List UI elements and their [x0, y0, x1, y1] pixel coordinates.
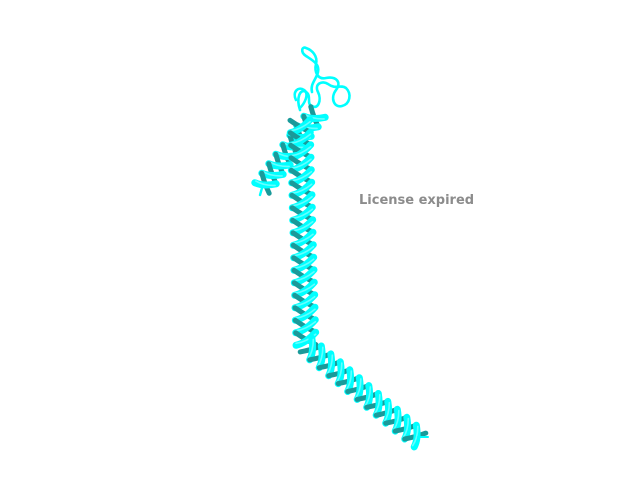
helix-long-upper-turn-highlight	[294, 308, 316, 320]
helix-long-upper-turn-highlight	[293, 283, 316, 295]
helix-long-upper	[286, 116, 320, 349]
helix-long-upper-turn-highlight	[292, 233, 314, 245]
helix-long-upper-turn-highlight	[294, 295, 316, 307]
helix-long-upper-turn-highlight	[291, 208, 314, 220]
license-watermark: License expired	[359, 193, 475, 208]
helix-long-upper-turn-highlight	[289, 133, 312, 145]
helix-short-turn-highlight	[304, 113, 325, 120]
helix-long-upper-turn-highlight	[292, 220, 314, 232]
helix-long-upper-turn-highlight	[290, 158, 312, 170]
loop-strand	[297, 46, 351, 112]
helix-long-lower-turn-highlight	[373, 394, 381, 415]
helix-long-upper-turn-highlight	[289, 120, 311, 132]
helix-long-lower-turn-highlight	[307, 338, 315, 360]
helix-short-turn-highlight	[255, 180, 276, 187]
helix-long-lower-turn-highlight	[345, 370, 353, 391]
helix-long-upper-turn-highlight	[294, 320, 317, 332]
helix-long-upper-turn-highlight	[293, 258, 315, 270]
helix-long-lower-turn-highlight	[335, 362, 343, 384]
helix-long-upper-turn-highlight	[290, 170, 313, 182]
helix-long-lower-turn-highlight	[402, 417, 410, 439]
helix-long-upper-turn-highlight	[291, 195, 313, 207]
helix-long-lower-turn-highlight	[316, 346, 324, 368]
helix-short-turn-highlight	[269, 161, 290, 168]
helix-long-lower	[297, 334, 429, 451]
helix-long-upper-turn-highlight	[291, 183, 313, 195]
helix-long-lower-turn-highlight	[383, 401, 391, 423]
helix-long-lower-turn-highlight	[364, 386, 372, 407]
helix-long-lower-turn-highlight	[326, 354, 334, 376]
helix-short-tail	[258, 186, 264, 197]
helix-short-turn-highlight	[262, 170, 283, 177]
helix-long-lower-turn-highlight	[411, 425, 419, 447]
helix-long-upper-turn-highlight	[290, 145, 312, 157]
helix-long-upper-turn-highlight	[293, 270, 315, 282]
loop-strand	[293, 87, 308, 110]
loop-region	[293, 46, 351, 112]
helix-long-lower-turn-highlight	[392, 409, 400, 431]
helix-long-upper-turn-highlight	[292, 245, 315, 257]
helix-long-lower-turn-highlight	[354, 378, 362, 399]
